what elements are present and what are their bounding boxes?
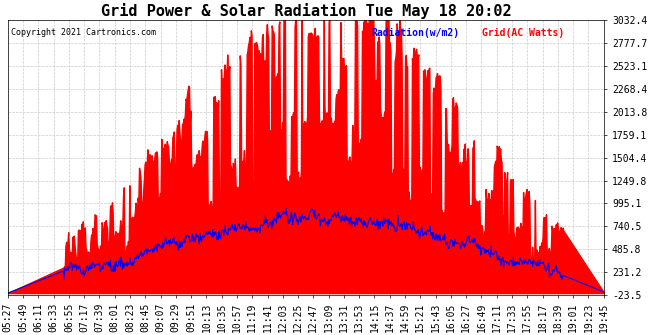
- Text: Radiation(w/m2): Radiation(w/m2): [372, 28, 460, 38]
- Text: Grid(AC Watts): Grid(AC Watts): [482, 28, 564, 38]
- Title: Grid Power & Solar Radiation Tue May 18 20:02: Grid Power & Solar Radiation Tue May 18 …: [101, 3, 512, 19]
- Text: Copyright 2021 Cartronics.com: Copyright 2021 Cartronics.com: [11, 28, 156, 37]
